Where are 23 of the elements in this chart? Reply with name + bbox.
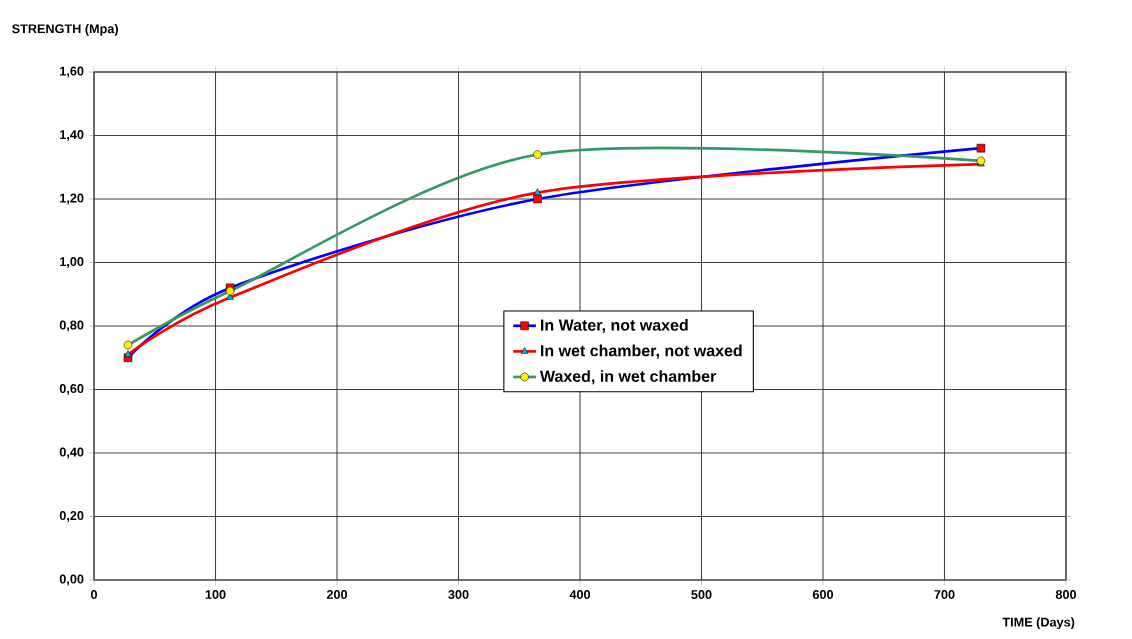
legend-label: In Water, not waxed [541,319,688,334]
x-tick-label: 100 [205,590,226,599]
y-axis-title: STRENGTH (Mpa) [12,23,118,36]
x-tick-label: 0 [90,590,98,599]
y-tick-label: 0,40 [59,447,84,459]
y-tick-label: 1,60 [60,66,84,78]
x-tick-label: 800 [1055,590,1077,599]
y-tick-label: 0,00 [59,574,84,586]
x-tick-label: 200 [326,590,348,599]
x-axis-title: TIME (Days) [1002,617,1075,630]
x-tick-label: 500 [691,590,712,599]
y-tick-label: 0,80 [59,320,84,332]
y-tick-label: 1,00 [60,257,84,268]
x-tick-label: 400 [569,590,591,599]
legend-label: Waxed, in wet chamber [539,370,717,385]
y-tick-label: 1,20 [60,193,84,205]
x-tick-label: 700 [934,590,955,599]
x-tick-label: 300 [448,590,469,600]
legend-label: In wet chamber, not waxed [541,344,742,359]
y-tick-label: 0,20 [59,511,84,522]
x-tick-label: 600 [812,590,834,599]
y-tick-label: 0,60 [59,384,84,395]
y-tick-label: 1,40 [60,130,84,141]
